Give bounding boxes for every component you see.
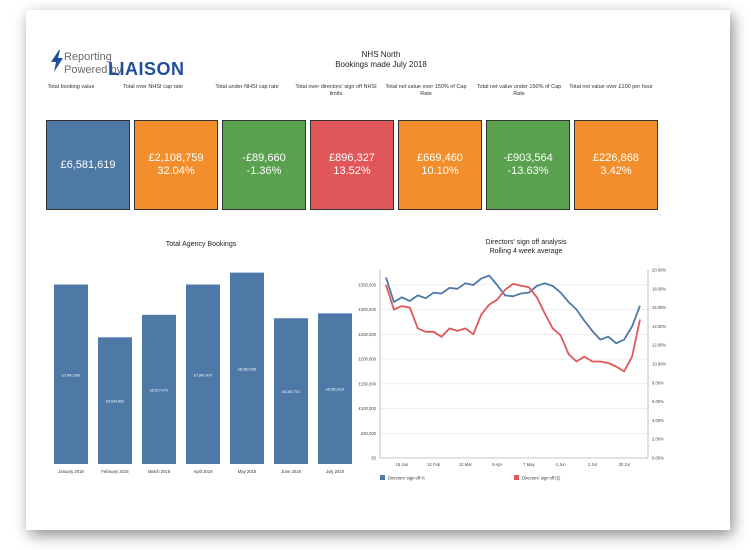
- y-left-tick-label: £200,000: [359, 357, 377, 362]
- agency-bookings-bar-chart: £7,841,500 January 2018 £5,534,860 February…: [54, 272, 352, 474]
- bar-chart-title: Total Agency Bookings: [165, 241, 237, 248]
- logo-brand-text: LIAISON: [108, 59, 185, 79]
- kpi-label: Total net value under 150% of Cap Rate: [476, 84, 562, 97]
- report-title: NHS North: [361, 50, 401, 59]
- y-right-tick-label: 6.00%: [652, 399, 664, 404]
- kpi-tile: £669,460 10.10%: [398, 120, 482, 210]
- x-tick-label: 30 Jul: [619, 462, 630, 467]
- series-line: [385, 274, 641, 345]
- kpi-percent: 32.04%: [157, 165, 195, 177]
- logo-reporting-text: Reporting: [64, 51, 112, 63]
- line-chart-title: Directors' sign off analysis: [485, 239, 567, 246]
- y-right-tick-label: 16.00%: [652, 305, 666, 310]
- bar-data-label: £7,841,470: [194, 373, 212, 377]
- kpi-label: Total net value over £100 per hour: [569, 84, 653, 90]
- lightning-bolt-icon: [51, 50, 63, 72]
- y-left-tick-label: £250,000: [359, 332, 377, 337]
- kpi-label: Total over NHSI cap rate: [123, 84, 183, 90]
- x-tick-label: January 2018: [58, 469, 84, 474]
- y-right-tick-label: 8.00%: [652, 380, 664, 385]
- kpi-tile: £6,581,619: [46, 120, 130, 210]
- y-right-tick-label: 10.00%: [652, 362, 666, 367]
- y-right-tick-label: 12.00%: [652, 343, 666, 348]
- directors-sign-off-line-chart: £0 £50,000 £100,000 £150,000 £200,000 £250,00…: [359, 268, 667, 481]
- report-subtitle: Bookings made July 2018: [335, 60, 427, 69]
- kpi-percent: 3.42%: [600, 165, 632, 177]
- bar: [274, 318, 308, 464]
- kpi-tile: -£903,564 -13.63%: [486, 120, 570, 210]
- y-left-tick-label: £300,000: [359, 307, 377, 312]
- y-left-tick-label: £0: [371, 456, 376, 461]
- line-chart-subtitle: Rolling 4 week average: [489, 248, 563, 255]
- report-page: Reporting Powered by LIAISON NHS North B…: [26, 10, 730, 530]
- line-chart-title-block: Directors' sign off analysis Rolling 4 w…: [426, 238, 626, 256]
- kpi-tile: £226,868 3.42%: [574, 120, 658, 210]
- bar: [142, 314, 176, 464]
- kpi-value: £6,581,619: [60, 158, 116, 171]
- kpi-value: £226,868: [593, 152, 639, 164]
- kpi-tile: -£89,660 -1.36%: [222, 120, 306, 210]
- x-tick-label: 12 Feb: [427, 462, 441, 467]
- y-left-tick-label: £350,000: [359, 282, 377, 287]
- y-left-tick-label: £100,000: [359, 406, 377, 411]
- legend-label: Directors' sign off %: [388, 476, 425, 481]
- series-line: [385, 282, 641, 373]
- x-tick-label: 15 Jan: [396, 462, 409, 467]
- x-tick-label: 9 Apr: [492, 462, 502, 467]
- bar: [98, 337, 132, 464]
- kpi-percent: 13.52%: [333, 165, 371, 177]
- kpi-label: Total net value over 150% of Cap Rate: [385, 84, 467, 97]
- x-tick-label: 12 Mar: [459, 462, 473, 467]
- kpi-label: Total over directors' sign off NHSI limi…: [295, 84, 377, 97]
- x-tick-label: 2 Jul: [588, 462, 597, 467]
- liaison-logo: Reporting Powered by LIAISON: [48, 48, 184, 80]
- x-tick-label: April 2018: [194, 469, 214, 474]
- kpi-value: £669,460: [417, 152, 463, 164]
- x-tick-label: July 2018: [326, 469, 345, 474]
- logo-powered-text: Powered by: [64, 64, 123, 76]
- bar-data-label: £7,841,500: [62, 373, 80, 377]
- legend-swatch: [514, 475, 519, 480]
- y-right-tick-label: 2.00%: [652, 437, 664, 442]
- kpi-tile: £2,108,759 32.04%: [134, 120, 218, 210]
- kpi-label: Total booking value: [47, 84, 95, 90]
- bar-data-label: £6,367,701: [282, 390, 300, 394]
- x-tick-label: May 2018: [238, 469, 257, 474]
- bar-data-label: £6,581,619: [326, 388, 344, 392]
- bar: [54, 284, 88, 464]
- y-right-tick-label: 18.00%: [652, 286, 666, 291]
- x-tick-label: 7 May: [523, 462, 535, 467]
- x-tick-label: 4 Jun: [556, 462, 567, 467]
- y-left-tick-label: £50,000: [361, 431, 377, 436]
- y-right-tick-label: 20.00%: [652, 268, 666, 273]
- kpi-percent: -13.63%: [507, 165, 549, 177]
- x-tick-label: March 2018: [148, 469, 171, 474]
- kpi-tile: £896,327 13.52%: [310, 120, 394, 210]
- kpi-value: -£89,660: [242, 152, 286, 164]
- y-right-tick-label: 0.00%: [652, 456, 664, 461]
- kpi-label: Total under NHSI cap rate: [215, 84, 279, 90]
- bar-data-label: £8,362,005: [238, 367, 256, 371]
- bar: [186, 284, 220, 464]
- report-header: NHS North Bookings made July 2018: [266, 50, 496, 70]
- legend-label: Directors' sign off (£): [522, 476, 561, 481]
- x-tick-label: February 2018: [101, 469, 129, 474]
- kpi-percent: -1.36%: [246, 165, 282, 177]
- bar: [318, 313, 352, 464]
- bar-data-label: £5,534,860: [106, 400, 124, 404]
- x-tick-label: June 2018: [281, 469, 301, 474]
- kpi-value: £896,327: [329, 152, 375, 164]
- bar: [230, 272, 264, 464]
- bar-data-label: £6,517,472: [150, 388, 168, 392]
- kpi-percent: 10.10%: [421, 165, 459, 177]
- y-left-tick-label: £150,000: [359, 381, 377, 386]
- legend-swatch: [380, 475, 385, 480]
- kpi-value: £2,108,759: [148, 152, 204, 164]
- kpi-value: -£903,564: [503, 152, 553, 164]
- y-right-tick-label: 4.00%: [652, 418, 664, 423]
- y-right-tick-label: 14.00%: [652, 324, 666, 329]
